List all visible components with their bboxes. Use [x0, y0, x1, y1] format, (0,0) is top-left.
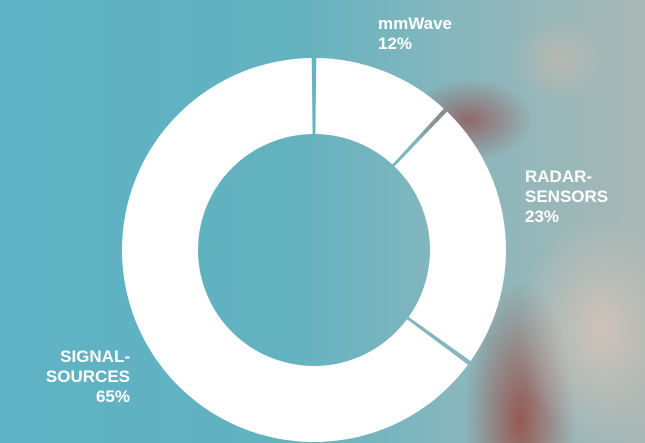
category-name: SIGNAL-SOURCES [45, 347, 130, 386]
value-label: 23% [525, 207, 560, 226]
category-name: RADAR-SENSORS [525, 167, 609, 206]
segment-label: mmWave 12% [378, 14, 498, 54]
donut-segment [122, 58, 468, 442]
category-name: mmWave [378, 14, 453, 33]
segment-label: RADAR-SENSORS 23% [525, 167, 609, 227]
segment-label: SIGNAL-SOURCES 65% [20, 347, 130, 407]
value-label: 12% [378, 34, 413, 53]
donut-segment [394, 111, 507, 361]
donut-segment [315, 58, 444, 165]
value-label: 65% [95, 387, 130, 406]
